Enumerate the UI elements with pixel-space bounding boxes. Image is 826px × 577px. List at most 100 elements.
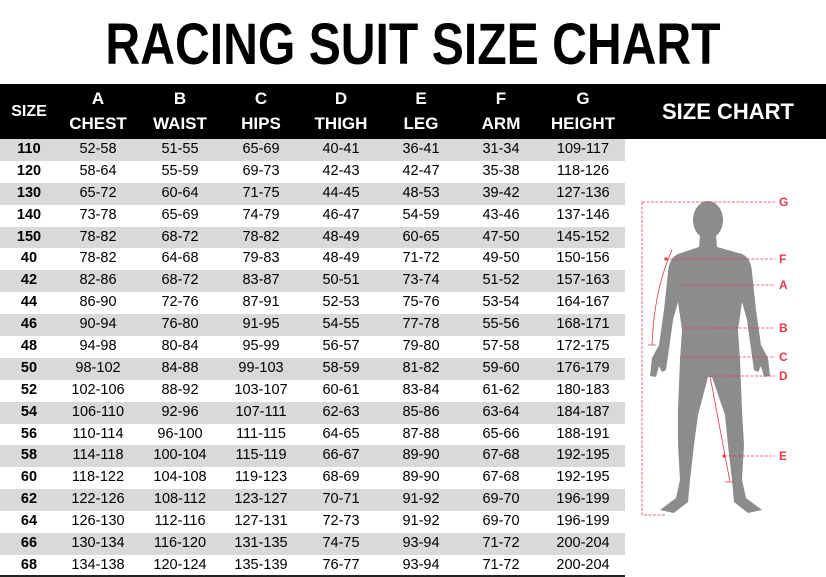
- measurement-cell: 56-57: [322, 338, 360, 355]
- measurement-cell: 81-82: [402, 359, 440, 376]
- measurement-cell: 196-199: [556, 491, 610, 508]
- header-chest: A CHEST: [58, 84, 138, 139]
- table-row: 150 78-82 68-72 78-82 48-49 60-65 47-50 145-152: [0, 226, 625, 249]
- measurement-cell: 48-49: [322, 228, 360, 245]
- header-arm: F ARM: [461, 84, 541, 139]
- table-row: 54 106-110 92-96 107-111 62-63 85-86 63-64 184-…: [0, 401, 625, 424]
- measurement-cell: 122-126: [71, 491, 125, 508]
- column-letter: B: [173, 89, 187, 108]
- column-name: CHEST: [69, 114, 127, 133]
- measurement-cell: 52-53: [322, 294, 360, 311]
- table-row: 68 134-138 120-124 135-139 76-77 93-94 71-72 20…: [0, 555, 625, 577]
- measurement-cell: 126-130: [71, 513, 125, 530]
- table-row: 56 110-114 96-100 111-115 64-65 87-88 65-66 188…: [0, 424, 625, 446]
- column-name: LEG: [403, 114, 439, 133]
- measurement-cell: 135-139: [234, 556, 288, 573]
- measurement-cell: 87-91: [242, 294, 280, 311]
- measurement-cell: 59-60: [482, 359, 520, 376]
- measurement-cell: 58-64: [79, 162, 117, 179]
- size-cell: 52: [20, 381, 38, 398]
- measurement-cell: 71-72: [402, 250, 440, 267]
- size-cell: 44: [20, 294, 38, 311]
- measurement-cell: 102-106: [71, 381, 125, 398]
- measurement-cell: 71-72: [482, 535, 520, 552]
- measurement-cell: 60-61: [322, 381, 360, 398]
- column-name: ARM: [481, 114, 521, 133]
- header-thigh: D THIGH: [301, 84, 381, 139]
- column-name: HEIGHT: [550, 114, 616, 133]
- column-letter: D: [334, 89, 348, 108]
- measurement-cell: 31-34: [482, 141, 520, 157]
- measurement-cell: 64-65: [322, 425, 360, 442]
- measurement-cell: 130-134: [71, 535, 125, 552]
- measurement-cell: 84-88: [161, 359, 199, 376]
- measurement-cell: 72-73: [322, 513, 360, 530]
- measurement-cell: 75-76: [402, 294, 440, 311]
- measurement-cell: 36-41: [402, 141, 440, 157]
- measurement-cell: 127-136: [556, 184, 610, 201]
- measurement-cell: 63-64: [482, 403, 520, 420]
- measurement-cell: 52-58: [79, 141, 117, 157]
- measurement-cell: 82-86: [79, 272, 117, 289]
- table-header: SIZE A CHEST B WAIST C HIPS D THIGH E LEG F ARM G HEI…: [0, 84, 826, 139]
- marker-label-g: G: [779, 195, 788, 209]
- table-row: 62 122-126 108-112 123-127 70-71 91-92 69-70 19…: [0, 489, 625, 512]
- measurement-cell: 65-66: [482, 425, 520, 442]
- measurement-cell: 110-114: [72, 425, 124, 442]
- measurement-cell: 172-175: [556, 338, 610, 355]
- marker-label-b: B: [779, 321, 788, 335]
- table-row: 120 58-64 55-59 69-73 42-43 42-47 35-38 118-126: [0, 161, 625, 183]
- header-waist: B WAIST: [140, 84, 220, 139]
- measurement-cell: 68-69: [322, 469, 360, 486]
- measurement-cell: 145-152: [556, 228, 610, 245]
- measurement-cell: 137-146: [556, 206, 610, 223]
- measurement-cell: 43-46: [482, 206, 520, 223]
- size-cell: 46: [20, 316, 38, 333]
- measurement-cell: 51-52: [482, 272, 520, 289]
- measurement-cell: 83-87: [242, 272, 280, 289]
- measurement-cell: 74-75: [322, 535, 360, 552]
- measurement-cell: 51-55: [161, 141, 199, 157]
- table-row: 66 130-134 116-120 131-135 74-75 93-94 71-72 20…: [0, 533, 625, 555]
- measurement-cell: 131-135: [234, 535, 288, 552]
- measurement-cell: 118-126: [556, 162, 610, 179]
- measurement-cell: 164-167: [556, 294, 610, 311]
- measurement-cell: 157-163: [556, 272, 610, 289]
- measurement-cell: 192-195: [556, 469, 610, 486]
- measurement-cell: 119-123: [234, 469, 288, 486]
- measurement-cell: 87-88: [402, 425, 440, 442]
- measurement-cell: 176-179: [556, 359, 610, 376]
- size-table: 110 52-58 51-55 65-69 40-41 36-41 31-34 109-117…: [0, 139, 625, 577]
- measurement-cell: 79-80: [402, 338, 440, 355]
- measurement-cell: 76-77: [322, 556, 360, 573]
- header-size-chart: SIZE CHART: [662, 99, 794, 124]
- size-cell: 150: [16, 228, 42, 245]
- marker-label-a: A: [779, 278, 788, 292]
- size-cell: 68: [20, 556, 38, 573]
- measurement-cell: 69-70: [482, 491, 520, 508]
- measurement-cell: 54-55: [322, 316, 360, 333]
- measurement-cell: 71-75: [242, 184, 280, 201]
- table-row: 48 94-98 80-84 95-99 56-57 79-80 57-58 172-175: [0, 336, 625, 358]
- measurement-cell: 80-84: [161, 338, 199, 355]
- table-row: 110 52-58 51-55 65-69 40-41 36-41 31-34 109-117: [0, 139, 625, 161]
- measurement-cell: 65-69: [161, 206, 199, 223]
- measurement-cell: 66-67: [322, 447, 360, 464]
- measurement-cell: 74-79: [242, 206, 280, 223]
- measurement-cell: 88-92: [161, 381, 199, 398]
- column-name: WAIST: [153, 114, 207, 133]
- measurement-cell: 86-90: [79, 294, 117, 311]
- measurement-cell: 42-47: [402, 162, 440, 179]
- measurement-cell: 96-100: [157, 425, 203, 442]
- measurement-cell: 55-56: [482, 316, 520, 333]
- measurement-cell: 57-58: [482, 338, 520, 355]
- size-cell: 64: [20, 513, 38, 530]
- column-name: HIPS: [241, 114, 281, 133]
- column-letter: E: [415, 89, 427, 108]
- measurement-cell: 180-183: [556, 381, 610, 398]
- measurement-cell: 67-68: [482, 469, 520, 486]
- measurement-cell: 109-117: [556, 141, 610, 157]
- marker-label-d: D: [779, 369, 788, 383]
- measurement-cell: 64-68: [161, 250, 199, 267]
- measurement-cell: 54-59: [402, 206, 440, 223]
